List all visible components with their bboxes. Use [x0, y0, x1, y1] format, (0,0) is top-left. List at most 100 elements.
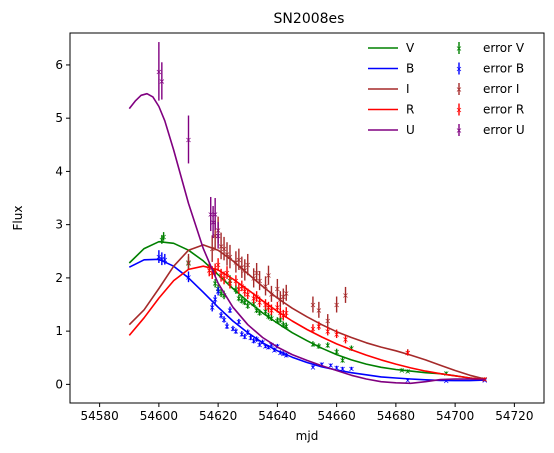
data-point-b: ×: [253, 335, 260, 344]
y-axis-ticks: 0 1 2 3 4 5 6: [55, 58, 70, 391]
data-point-b: ×: [310, 363, 317, 372]
y-tick-label: 3: [55, 218, 63, 232]
data-point-b: ×: [161, 255, 168, 264]
data-point-u: ×: [185, 135, 192, 144]
data-point-v: ×: [324, 341, 331, 350]
data-point-b: ×: [247, 334, 254, 343]
data-point-i: ×: [233, 258, 240, 267]
data-point-b: ×: [218, 311, 225, 320]
data-point-v: ×: [256, 308, 263, 317]
data-point-v: ×: [398, 366, 405, 375]
data-point-b: ×: [333, 363, 340, 372]
data-point-b: ×: [443, 377, 450, 386]
data-point-b: ×: [156, 253, 163, 262]
data-point-v: ×: [315, 342, 322, 351]
data-point-v: ×: [274, 316, 281, 325]
legend-error-label-v: error V: [483, 41, 525, 55]
data-point-i: ×: [280, 293, 287, 302]
data-point-v: ×: [253, 306, 260, 315]
data-point-b: ×: [158, 255, 165, 264]
data-point-i: ×: [241, 266, 248, 275]
data-point-v: ×: [212, 279, 219, 288]
data-point-i: ×: [238, 263, 245, 272]
data-point-v: ×: [277, 315, 284, 324]
data-point-r: ×: [262, 301, 269, 310]
data-point-i: ×: [221, 245, 228, 254]
data-point-v: ×: [160, 232, 167, 241]
x-tick-label: 54660: [318, 409, 356, 423]
data-point-b: ×: [256, 340, 263, 349]
data-point-b: ×: [259, 338, 266, 347]
data-point-v: ×: [404, 367, 411, 376]
x-tick-label: 54580: [81, 409, 119, 423]
data-point-r: ×: [236, 285, 243, 294]
data-point-r: ×: [265, 303, 272, 312]
data-point-v: ×: [280, 321, 287, 330]
data-point-r: ×: [209, 269, 216, 278]
legend-error-marker-b: ×: [456, 65, 463, 74]
data-point-i: ×: [324, 316, 331, 325]
legend-error-label-u: error U: [483, 123, 525, 137]
data-point-b: ×: [212, 295, 219, 304]
data-point-i: ×: [244, 261, 251, 270]
data-point-r: ×: [283, 308, 290, 317]
data-point-v: ×: [443, 369, 450, 378]
data-point-v: ×: [348, 344, 355, 353]
data-point-r: ×: [342, 335, 349, 344]
data-point-r: ×: [280, 311, 287, 320]
data-point-r: ×: [233, 277, 240, 286]
data-point-v: ×: [268, 314, 275, 323]
x-tick-label: 54720: [495, 409, 533, 423]
data-point-v: ×: [221, 291, 228, 300]
data-point-b: ×: [230, 324, 237, 333]
data-point-i: ×: [253, 269, 260, 278]
data-point-u: ×: [156, 67, 163, 76]
data-point-b: ×: [327, 361, 334, 370]
data-point-b: ×: [215, 287, 222, 296]
data-point-i: ×: [236, 255, 243, 264]
data-point-i: ×: [265, 271, 272, 280]
data-point-r: ×: [256, 298, 263, 307]
data-point-b: ×: [185, 273, 192, 282]
data-point-r: ×: [404, 348, 411, 357]
data-point-b: ×: [262, 342, 269, 351]
data-point-b: ×: [277, 348, 284, 357]
data-point-v: ×: [310, 340, 317, 349]
data-point-b: ×: [233, 327, 240, 336]
data-point-b: ×: [209, 303, 216, 312]
data-point-v: ×: [262, 307, 269, 316]
x-tick-label: 54680: [377, 409, 415, 423]
legend-label-v: V: [406, 41, 415, 55]
data-point-r: ×: [253, 293, 260, 302]
data-point-i: ×: [185, 258, 192, 267]
data-point-i: ×: [315, 306, 322, 315]
data-point-b: ×: [318, 360, 325, 369]
error-bars-i: ××××××××××××××××××××××××××××××: [185, 216, 488, 384]
data-point-r: ×: [218, 271, 225, 280]
data-point-i: ×: [227, 253, 234, 262]
data-point-b: ×: [241, 332, 248, 341]
legend-error-marker-i: ×: [456, 85, 463, 94]
x-tick-label: 54640: [258, 409, 296, 423]
chart-title: SN2008es: [274, 11, 345, 27]
data-point-b: ×: [265, 343, 272, 352]
data-point-i: ×: [224, 250, 231, 259]
legend-error-label-i: error I: [483, 82, 519, 96]
data-point-r: ×: [244, 290, 251, 299]
data-point-r: ×: [206, 266, 213, 275]
data-point-b: ×: [348, 364, 355, 373]
data-point-r: ×: [324, 327, 331, 336]
data-point-r: ×: [238, 282, 245, 291]
y-tick-label: 6: [55, 58, 63, 72]
legend-error-marker-u: ×: [456, 126, 463, 135]
data-point-v: ×: [241, 298, 248, 307]
data-point-r: ×: [277, 308, 284, 317]
data-point-r: ×: [212, 266, 219, 275]
fit-line-r: [128, 265, 485, 381]
y-tick-label: 1: [55, 324, 63, 338]
data-point-i: ×: [212, 231, 219, 240]
data-point-i: ×: [209, 245, 216, 254]
data-point-r: ×: [274, 303, 281, 312]
data-point-v: ×: [283, 322, 290, 331]
data-point-b: ×: [283, 351, 290, 360]
